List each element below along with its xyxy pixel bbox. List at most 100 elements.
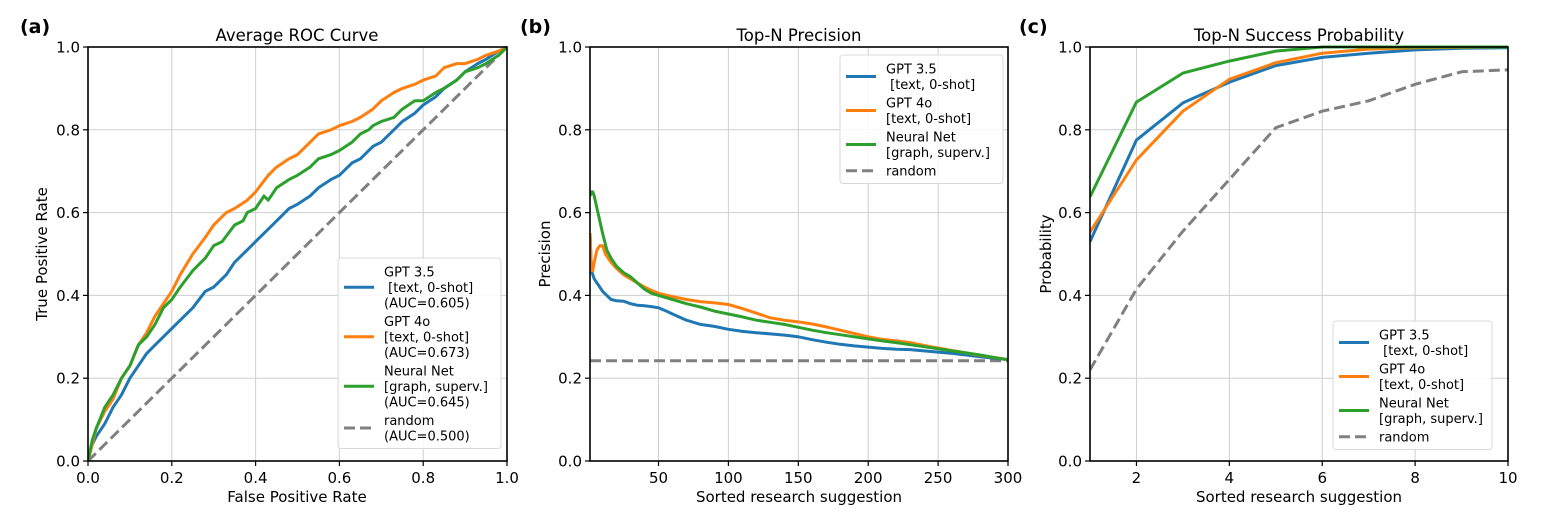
legend-label: Neural Net — [384, 365, 454, 380]
x-tick-label: 300 — [994, 469, 1023, 487]
panel-label-c: (c) — [1019, 16, 1048, 38]
legend-label: GPT 4o — [1379, 363, 1425, 378]
chart-title-a: Average ROC Curve — [216, 26, 379, 45]
grid-a — [88, 47, 507, 461]
ticks-b: 50 100 150 200 250 300 0.0 0.2 0.4 0.6 0.8 1.0 — [558, 39, 1022, 488]
legend-label: [text, 0-shot] — [1379, 344, 1468, 359]
panel-top-n-precision: (b) Top-N Precision Sorted research sugg… — [520, 16, 1022, 506]
legend-label: (AUC=0.500) — [384, 430, 470, 445]
x-tick-label: 8 — [1410, 469, 1420, 487]
x-axis-label-a: False Positive Rate — [227, 488, 366, 506]
legend-item-random: random — [846, 165, 936, 180]
y-axis-label-b: Precision — [536, 221, 554, 288]
series-line-neural_net — [1090, 45, 1508, 198]
series-line-gpt4o — [590, 233, 1008, 362]
legend-label: [text, 0-shot] — [384, 281, 473, 296]
legend-label: random — [1379, 431, 1429, 446]
plot-frame-c — [1089, 46, 1509, 462]
y-tick-label: 0.8 — [1058, 121, 1082, 139]
x-tick-label: 6 — [1317, 469, 1327, 487]
y-tick-label: 1.0 — [558, 39, 582, 57]
legend-label: [text, 0-shot] — [384, 331, 469, 346]
legend-item-gpt4o: GPT 4o[text, 0-shot] — [1339, 363, 1464, 393]
x-tick-label: 150 — [784, 469, 813, 487]
legend-label: (AUC=0.645) — [384, 396, 470, 411]
legend-box — [839, 54, 1004, 184]
legend-label: random — [886, 165, 936, 180]
legend-label: GPT 3.5 — [1379, 329, 1430, 344]
x-axis-label-c: Sorted research suggestion — [1196, 488, 1402, 506]
grid-c — [1090, 47, 1508, 461]
y-tick-label: 0.6 — [56, 204, 80, 222]
legend-box — [1332, 320, 1493, 450]
legend-label: GPT 3.5 — [886, 63, 937, 78]
legend-label: [text, 0-shot] — [886, 112, 971, 127]
x-axis-label-b: Sorted research suggestion — [696, 488, 902, 506]
panel-top-n-success-probability: (c) Top-N Success Probability Sorted res… — [1019, 16, 1518, 506]
y-axis-label-c: Probability — [1037, 214, 1055, 293]
y-tick-label: 0.2 — [558, 370, 582, 388]
panel-roc-curve: (a) Average ROC Curve False Positive Rat… — [20, 16, 519, 506]
y-tick-label: 0.4 — [1058, 287, 1082, 305]
legend-item-gpt35: GPT 3.5 [text, 0-shot] — [1339, 329, 1468, 359]
x-tick-label: 50 — [649, 469, 668, 487]
y-tick-label: 0.6 — [1058, 204, 1082, 222]
series-a — [88, 45, 507, 461]
legend-label: GPT 4o — [384, 315, 430, 330]
series-line-neural_net — [590, 190, 1008, 362]
legend-item-neural_net: Neural Net[graph, superv.] — [1339, 397, 1483, 427]
legend-c: GPT 3.5 [text, 0-shot]GPT 4o[text, 0-sho… — [1332, 320, 1493, 450]
y-tick-label: 0.8 — [56, 121, 80, 139]
x-tick-label: 200 — [854, 469, 883, 487]
y-tick-label: 0.4 — [558, 287, 582, 305]
ticks-c: 2 4 6 8 10 0.0 0.2 0.4 0.6 0.8 1.0 — [1058, 39, 1517, 488]
chart-title-c: Top-N Success Probability — [1193, 26, 1405, 45]
legend-a: GPT 3.5 [text, 0-shot](AUC=0.605)GPT 4o[… — [337, 257, 502, 449]
y-tick-label: 0.8 — [558, 121, 582, 139]
legend-box — [337, 257, 502, 449]
y-tick-label: 1.0 — [1058, 39, 1082, 57]
y-axis-label-a: True Positive Rate — [33, 187, 51, 322]
legend-item-random: random(AUC=0.500) — [344, 414, 470, 445]
y-tick-label: 0.0 — [558, 453, 582, 471]
x-tick-label: 1.0 — [495, 469, 519, 487]
legend-label: Neural Net — [886, 131, 956, 146]
x-tick-label: 0.8 — [411, 469, 435, 487]
legend-label: GPT 3.5 — [384, 266, 435, 281]
x-tick-label: 0.0 — [76, 469, 100, 487]
legend-item-neural_net: Neural Net[graph, superv.] — [846, 131, 990, 161]
x-tick-label: 2 — [1132, 469, 1142, 487]
plot-frame-b — [589, 46, 1009, 462]
series-line-gpt35 — [88, 45, 507, 461]
y-tick-label: 1.0 — [56, 39, 80, 57]
legend-item-gpt35: GPT 3.5 [text, 0-shot] — [846, 63, 975, 93]
plot-frame-a — [87, 46, 508, 462]
legend-item-gpt4o: GPT 4o[text, 0-shot] — [846, 97, 971, 127]
legend-label: [text, 0-shot] — [1379, 378, 1464, 393]
y-tick-label: 0.2 — [56, 370, 80, 388]
legend-label: (AUC=0.605) — [384, 297, 470, 312]
legend-item-gpt4o: GPT 4o[text, 0-shot](AUC=0.673) — [344, 315, 470, 361]
legend-label: (AUC=0.673) — [384, 346, 470, 361]
panel-label-b: (b) — [520, 16, 551, 38]
legend-label: [graph, superv.] — [1379, 412, 1483, 427]
x-tick-label: 10 — [1498, 469, 1517, 487]
panel-label-a: (a) — [20, 16, 50, 38]
y-tick-label: 0.2 — [1058, 370, 1082, 388]
series-line-neural_net — [88, 45, 507, 461]
x-tick-label: 4 — [1225, 469, 1235, 487]
y-tick-label: 0.6 — [558, 204, 582, 222]
legend-label: [text, 0-shot] — [886, 78, 975, 93]
x-tick-label: 0.6 — [327, 469, 351, 487]
legend-item-gpt35: GPT 3.5 [text, 0-shot](AUC=0.605) — [344, 266, 473, 312]
legend-label: [graph, superv.] — [886, 146, 990, 161]
legend-label: [graph, superv.] — [384, 380, 488, 395]
legend-label: GPT 4o — [886, 97, 932, 112]
series-line-gpt35 — [590, 233, 1008, 362]
legend-label: Neural Net — [1379, 397, 1449, 412]
x-tick-label: 100 — [714, 469, 743, 487]
legend-label: random — [384, 414, 434, 429]
series-line-random — [1090, 68, 1508, 371]
series-b — [590, 190, 1008, 363]
